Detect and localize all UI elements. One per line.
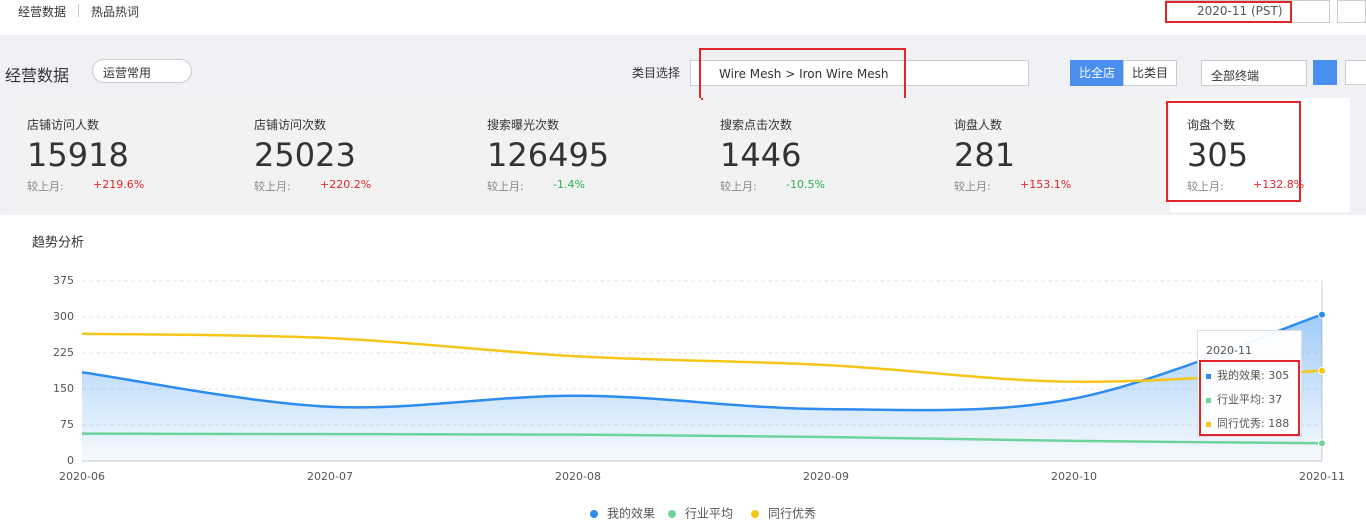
line — [81, 313, 1323, 412]
tooltip-name: 同行优秀 — [1217, 417, 1268, 430]
legend-marker — [668, 510, 676, 518]
kpi-card: 询盘个数 305 较上月: +132.8% — [1170, 98, 1350, 212]
x-tick-label: 2020-10 — [1051, 470, 1097, 483]
kpi-label: 店铺访问次数 — [254, 118, 327, 132]
tooltip-marker — [1206, 373, 1211, 379]
tooltip-row: 我的效果305 — [1206, 367, 1289, 383]
legend-label: 同行优秀 — [768, 507, 816, 521]
chart: 趋势分析 0 75 150 225 300 375 2020-06 2020-07 2020-0… — [32, 235, 1345, 521]
date-value: 2020-11 (PST) — [1197, 4, 1283, 18]
area — [82, 314, 1322, 461]
kpi-change-prefix: 较上月: — [487, 180, 524, 193]
category-value: Wire Mesh > Iron Wire Mesh — [719, 67, 889, 81]
y-tick-label: 300 — [53, 310, 74, 323]
kpi-label: 询盘人数 — [954, 118, 1003, 132]
preset-select[interactable]: 运营常用 — [92, 59, 192, 83]
x-tick-label: 2020-08 — [555, 470, 601, 483]
line — [81, 332, 1323, 384]
chart-icon[interactable] — [1313, 60, 1337, 85]
kpi-value: 1446 — [720, 136, 802, 174]
tab[interactable]: 热品热词 — [91, 5, 140, 19]
kpi-card: 搜索曝光次数 126495 较上月: -1.4% — [470, 98, 701, 212]
tooltip-name: 我的效果 — [1217, 369, 1268, 382]
kpi-label: 店铺访问人数 — [27, 118, 100, 132]
compare-button[interactable]: 比全店 — [1070, 60, 1124, 86]
tooltip-value: 37 — [1268, 393, 1283, 406]
tooltip-value: 188 — [1268, 417, 1290, 430]
kpi-value: 281 — [954, 136, 1016, 174]
legend-label: 行业平均 — [685, 507, 733, 521]
kpi-change: +153.1% — [1020, 178, 1072, 191]
kpi-change: +219.6% — [93, 178, 145, 191]
y-tick-label: 75 — [60, 418, 74, 431]
y-tick-label: 375 — [53, 274, 74, 287]
category-select[interactable]: Wire Mesh > Iron Wire Mesh — [690, 60, 1029, 86]
y-tick-label: 150 — [53, 382, 74, 395]
y-tick-label: 0 — [67, 454, 74, 467]
kpi-change: +220.2% — [320, 178, 372, 191]
kpi-card: 搜索点击次数 1446 较上月: -10.5% — [703, 98, 935, 212]
tooltip: 2020-11我的效果305行业平均37同行优秀188 — [1197, 330, 1302, 437]
kpi-change-prefix: 较上月: — [1187, 180, 1224, 193]
terminal-select[interactable]: 全部终端 — [1201, 60, 1307, 86]
kpi-card: 店铺访问人数 15918 较上月: +219.6% — [10, 98, 235, 212]
legend-marker — [751, 510, 759, 518]
highlight-box — [1165, 1, 1292, 23]
divider — [78, 4, 79, 17]
kpi-value: 126495 — [487, 136, 610, 174]
kpi-label: 搜索曝光次数 — [487, 118, 560, 132]
tooltip-value: 305 — [1268, 369, 1290, 382]
kpi-value: 25023 — [254, 136, 356, 174]
kpi-label: 询盘个数 — [1187, 118, 1236, 132]
kpi-card: 询盘人数 281 较上月: +153.1% — [937, 98, 1168, 212]
kpi-change: +132.8% — [1253, 178, 1305, 191]
nav-button[interactable] — [1337, 0, 1366, 23]
tooltip-row: 行业平均37 — [1206, 391, 1282, 407]
legend-label: 我的效果 — [607, 506, 655, 521]
highlight-box — [1166, 101, 1301, 202]
y-tick-label: 225 — [53, 346, 74, 359]
tab[interactable]: 经营数据 — [18, 5, 67, 19]
legend-marker — [590, 510, 598, 518]
kpi-label: 搜索点击次数 — [720, 118, 793, 132]
kpi-change: -1.4% — [553, 178, 585, 191]
category-label: 类目选择 — [632, 66, 681, 80]
kpi-change-prefix: 较上月: — [254, 180, 291, 193]
x-tick-label: 2020-11 — [1299, 470, 1345, 483]
line — [81, 432, 1323, 445]
section-title: 经营数据 — [5, 66, 70, 85]
preset-value: 运营常用 — [103, 66, 152, 80]
kpi-card: 店铺访问次数 25023 较上月: +220.2% — [237, 98, 468, 212]
kpi-change: -10.5% — [786, 178, 825, 191]
tooltip-marker — [1206, 397, 1211, 403]
point — [1318, 439, 1326, 448]
x-tick-label: 2020-07 — [307, 470, 353, 483]
kpi-change-prefix: 较上月: — [720, 180, 757, 193]
point — [1318, 366, 1326, 375]
kpi-value: 305 — [1187, 136, 1249, 174]
table-icon[interactable] — [1345, 60, 1366, 85]
kpi-change-prefix: 较上月: — [27, 180, 64, 193]
x-tick-label: 2020-09 — [803, 470, 849, 483]
tooltip-row: 同行优秀188 — [1206, 415, 1289, 431]
tooltip-title: 2020-11 — [1206, 344, 1252, 357]
highlight-box — [699, 48, 906, 100]
terminal-value: 全部终端 — [1211, 69, 1260, 83]
kpi-value: 15918 — [27, 136, 129, 174]
point — [1318, 310, 1326, 319]
tooltip-name: 行业平均 — [1217, 393, 1268, 406]
compare-button[interactable]: 比类目 — [1123, 60, 1177, 86]
x-tick-label: 2020-06 — [59, 470, 105, 483]
highlight-box — [1199, 360, 1300, 436]
kpi-change-prefix: 较上月: — [954, 180, 991, 193]
tooltip-marker — [1206, 421, 1211, 427]
chart-title: 趋势分析 — [32, 235, 84, 251]
